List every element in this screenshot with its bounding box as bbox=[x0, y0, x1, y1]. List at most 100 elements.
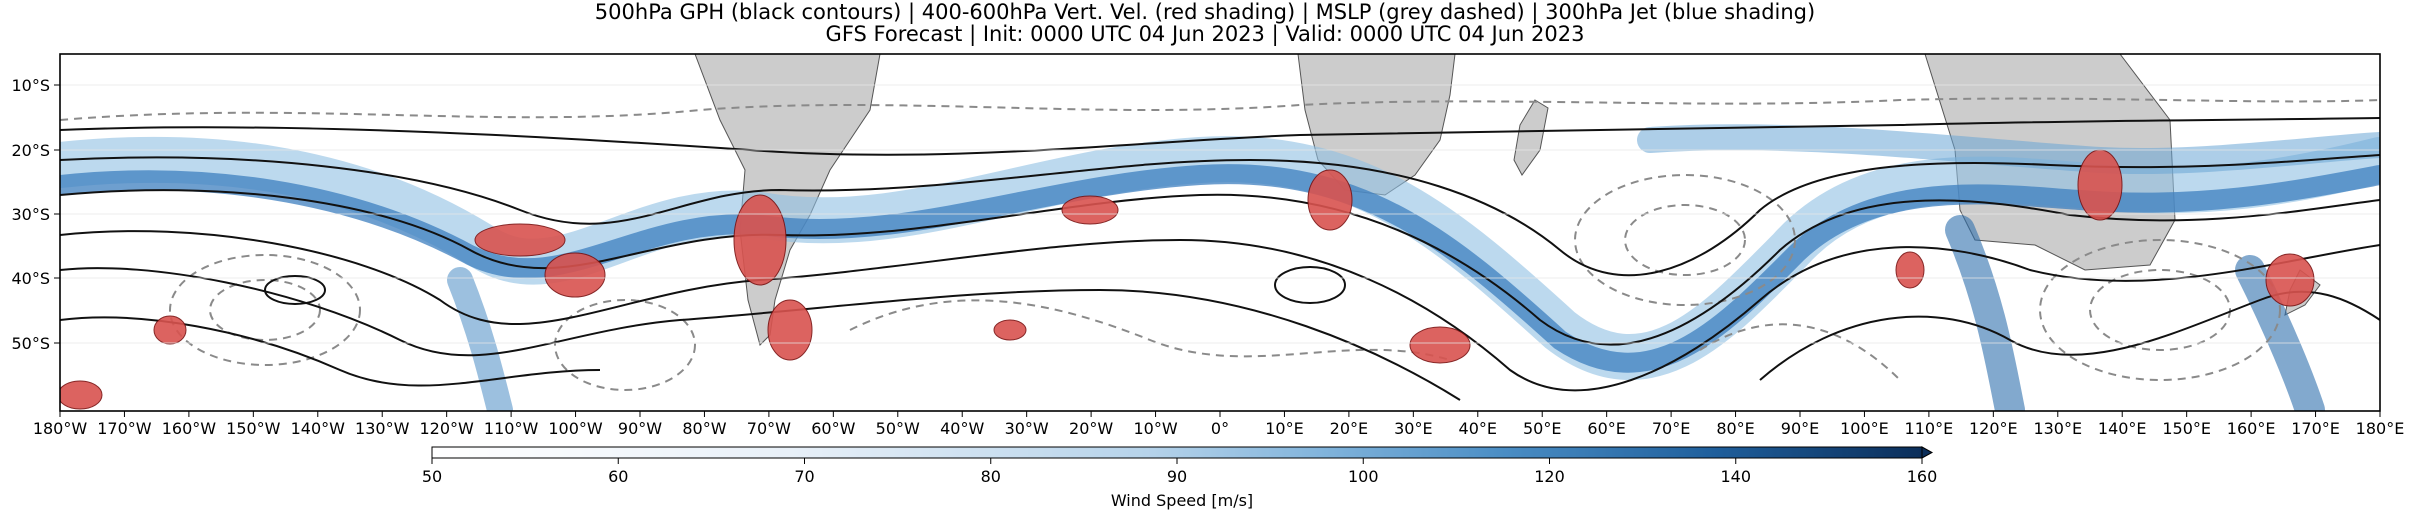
figure-title-line-1: 500hPa GPH (black contours) | 400-600hPa… bbox=[594, 0, 1816, 24]
lon-tick: 130°E bbox=[2033, 411, 2082, 438]
lon-tick-label: 180°E bbox=[2356, 419, 2405, 438]
lon-tick: 160°E bbox=[2227, 411, 2275, 438]
colorbar-tick: 60 bbox=[608, 458, 628, 486]
mslp-high-1b bbox=[1624, 204, 1746, 276]
lon-tick-label: 50°W bbox=[876, 419, 920, 438]
lon-tick: 60°W bbox=[811, 411, 856, 438]
lon-tick-label: 140°W bbox=[291, 419, 346, 438]
lon-tick: 90°W bbox=[618, 411, 662, 438]
vv-blob-11 bbox=[153, 315, 187, 345]
lon-tick-label: 130°W bbox=[355, 419, 410, 438]
lon-tick: 80°W bbox=[682, 411, 727, 438]
lon-tick: 120°E bbox=[1969, 411, 2018, 438]
gph-6 bbox=[60, 316, 601, 387]
gph-5 bbox=[60, 267, 1461, 401]
jet-band-east bbox=[2235, 255, 2325, 411]
lon-tick: 170°E bbox=[2291, 411, 2340, 438]
lon-tick-label: 120°E bbox=[1969, 419, 2018, 438]
lon-tick-label: 10°E bbox=[1265, 419, 1303, 438]
lon-tick: 0° bbox=[1211, 411, 1229, 438]
lon-tick: 100°E bbox=[1840, 411, 1889, 438]
lon-tick-label: 40°W bbox=[940, 419, 984, 438]
lon-tick: 60°E bbox=[1587, 411, 1626, 438]
mslp-low-1 bbox=[169, 254, 361, 366]
lon-tick-label: 120°W bbox=[419, 419, 474, 438]
lon-tick: 160°W bbox=[162, 411, 217, 438]
lon-tick-label: 100°E bbox=[1840, 419, 1889, 438]
gph-closed-low bbox=[264, 275, 326, 305]
lon-tick: 110°W bbox=[484, 411, 539, 438]
lat-tick: 40°S bbox=[11, 269, 60, 288]
colorbar-ramp bbox=[431, 446, 1923, 459]
colorbar-tick: 50 bbox=[422, 458, 442, 486]
lon-tick: 10°W bbox=[1133, 411, 1178, 438]
lon-tick: 40°W bbox=[940, 411, 984, 438]
mslp-low-2 bbox=[554, 299, 696, 391]
lat-tick: 50°S bbox=[11, 334, 60, 353]
vert-vel-shading bbox=[60, 149, 2315, 410]
lon-tick: 100°W bbox=[548, 411, 603, 438]
lon-tick: 180°W bbox=[33, 411, 88, 438]
lon-tick-label: 90°E bbox=[1781, 419, 1819, 438]
lon-tick-label: 90°W bbox=[618, 419, 662, 438]
lon-tick-label: 30°E bbox=[1394, 419, 1432, 438]
mslp-line-2 bbox=[849, 299, 1451, 361]
lon-tick-label: 100°W bbox=[548, 419, 603, 438]
gph-4 bbox=[60, 230, 2380, 392]
lon-tick: 30°E bbox=[1394, 411, 1433, 438]
lon-tick-label: 40°E bbox=[1459, 419, 1497, 438]
lat-tick: 20°S bbox=[11, 141, 60, 160]
lon-tick-label: 20°W bbox=[1069, 419, 1113, 438]
lon-tick: 10°E bbox=[1265, 411, 1304, 438]
lon-tick: 80°E bbox=[1716, 411, 1755, 438]
mslp-high-2b bbox=[2089, 269, 2231, 351]
lon-tick-label: 10°W bbox=[1133, 419, 1177, 438]
vv-blob-7 bbox=[1409, 326, 1471, 364]
lat-tick-label: 20°S bbox=[11, 141, 50, 160]
colorbar-tick: 140 bbox=[1720, 458, 1751, 486]
mslp-line-3 bbox=[1699, 323, 1901, 381]
lon-tick: 30°W bbox=[1005, 411, 1049, 438]
lon-tick: 20°E bbox=[1330, 411, 1368, 438]
colorbar-tick: 90 bbox=[1167, 458, 1187, 486]
lon-tick-label: 140°E bbox=[2098, 419, 2147, 438]
lat-tick-label: 50°S bbox=[11, 334, 50, 353]
colorbar-tick-label: 160 bbox=[1907, 467, 1938, 486]
colorbar: 50 60 70 80 90 100 120 140 160 Wind Speed [m/s] bbox=[422, 446, 1938, 510]
vv-blob-4 bbox=[767, 299, 813, 361]
lon-tick: 170°W bbox=[97, 411, 152, 438]
mslp-contours bbox=[60, 97, 2380, 391]
lon-tick-label: 160°W bbox=[162, 419, 217, 438]
lon-tick-label: 0° bbox=[1211, 419, 1229, 438]
vv-blob-10 bbox=[2265, 253, 2315, 307]
colorbar-tick: 120 bbox=[1534, 458, 1565, 486]
lon-tick-label: 60°E bbox=[1587, 419, 1625, 438]
colorbar-tick-label: 50 bbox=[422, 467, 442, 486]
mslp-high-2 bbox=[2039, 239, 2281, 381]
lon-tick-label: 180°W bbox=[33, 419, 88, 438]
lon-tick-label: 170°E bbox=[2291, 419, 2340, 438]
lon-tick-label: 110°W bbox=[484, 419, 539, 438]
lon-tick: 120°W bbox=[419, 411, 474, 438]
lon-tick-label: 30°W bbox=[1005, 419, 1049, 438]
gph-closed-low-2 bbox=[1274, 266, 1346, 304]
lon-tick: 50°E bbox=[1523, 411, 1561, 438]
lon-tick-label: 70°E bbox=[1652, 419, 1690, 438]
colorbar-tick-label: 60 bbox=[608, 467, 628, 486]
gph-1 bbox=[60, 117, 2380, 156]
lon-tick: 20°W bbox=[1069, 411, 1113, 438]
lon-tick: 70°W bbox=[747, 411, 791, 438]
colorbar-tick: 80 bbox=[981, 458, 1001, 486]
colorbar-tick-label: 80 bbox=[981, 467, 1001, 486]
jet-band-north bbox=[1637, 124, 2380, 174]
colorbar-tick: 70 bbox=[794, 458, 815, 486]
lon-tick-label: 110°E bbox=[1905, 419, 1954, 438]
lon-tick: 130°W bbox=[355, 411, 410, 438]
lat-tick: 30°S bbox=[11, 205, 60, 224]
lon-tick-label: 150°W bbox=[226, 419, 281, 438]
mslp-low-1b bbox=[209, 279, 321, 341]
lon-tick: 150°W bbox=[226, 411, 281, 438]
colorbar-label: Wind Speed [m/s] bbox=[1111, 491, 1253, 510]
vv-blob-1 bbox=[474, 223, 566, 257]
vv-blob-6 bbox=[1307, 169, 1353, 231]
